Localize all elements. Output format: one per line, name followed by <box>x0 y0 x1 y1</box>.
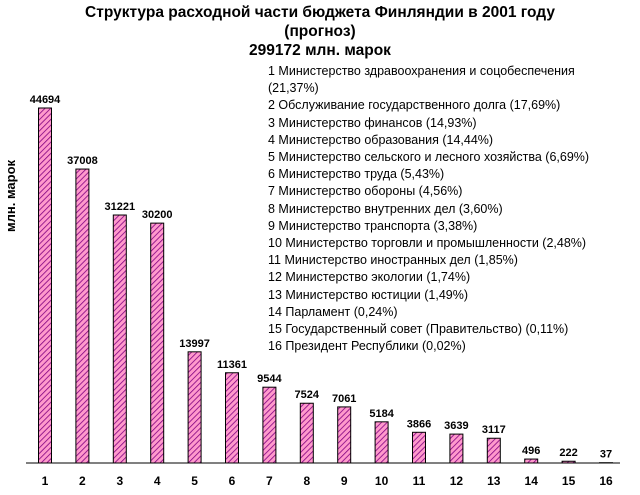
bar-12 <box>449 433 464 464</box>
legend-item: 8 Министерство внутренних дел (3,60%) <box>268 201 503 216</box>
x-tick-label-7: 7 <box>266 474 273 488</box>
bar-8 <box>299 402 314 464</box>
data-label-13: 3117 <box>482 424 506 436</box>
data-label-1: 44694 <box>30 94 61 106</box>
data-label-4: 30200 <box>142 209 173 221</box>
data-label-12: 3639 <box>444 420 468 432</box>
legend-item: 14 Парламент (0,24%) <box>268 304 398 319</box>
x-tick-label-15: 15 <box>562 474 576 488</box>
x-tick-label-14: 14 <box>525 474 539 488</box>
data-label-7: 9544 <box>257 373 282 385</box>
x-tick-label-12: 12 <box>450 474 464 488</box>
chart-title-line-1: Структура расходной части бюджета Финлян… <box>85 4 555 21</box>
legend-item: 7 Министерство обороны (4,56%) <box>268 184 463 199</box>
bar-1 <box>38 107 52 464</box>
data-label-14: 496 <box>522 445 540 457</box>
data-label-8: 7524 <box>295 389 320 401</box>
x-tick-label-1: 1 <box>42 474 49 488</box>
legend-item: 13 Министерство юстиции (1,49%) <box>268 287 468 302</box>
legend-item: 10 Министерство торговли и промышленност… <box>268 236 587 251</box>
legend-item: 9 Министерство транспорта (3,38%) <box>268 218 478 233</box>
bar-7 <box>262 386 277 464</box>
legend-item: 6 Министерство труда (5,43%) <box>268 167 445 182</box>
legend: 1 Министерство здравоохранения и соцобес… <box>268 63 589 355</box>
legend-item: (21,37%) <box>268 81 319 96</box>
bar-3 <box>112 214 127 464</box>
legend-item: 11 Министерство иностранных дел (1,85%) <box>268 253 518 268</box>
bar-11 <box>412 431 426 464</box>
legend-item: 2 Обслуживание государственного долга (1… <box>268 98 561 113</box>
bar-2 <box>75 168 90 464</box>
bar-10 <box>374 421 389 464</box>
x-tick-label-10: 10 <box>375 474 389 488</box>
x-tick-label-8: 8 <box>303 474 310 488</box>
bar-4 <box>150 222 165 464</box>
legend-item: 5 Министерство сельского и лесного хозяй… <box>268 150 590 165</box>
x-tick-label-11: 11 <box>413 474 426 488</box>
data-label-11: 3866 <box>407 418 431 430</box>
x-tick-label-5: 5 <box>191 474 198 488</box>
data-label-3: 31221 <box>105 201 136 213</box>
legend-item: 16 Президент Республики (0,02%) <box>268 339 466 354</box>
x-tick-label-9: 9 <box>341 474 348 488</box>
bar-6 <box>225 372 239 464</box>
bar-5 <box>187 351 202 464</box>
legend-item: 4 Министерство образования (14,44%) <box>268 132 494 147</box>
data-label-16: 37 <box>600 449 612 461</box>
data-label-15: 222 <box>559 447 577 459</box>
legend-item: 3 Министерство финансов (14,93%) <box>268 115 477 130</box>
x-tick-label-13: 13 <box>487 474 501 488</box>
chart-title-line-3: 299172 млн. марок <box>249 42 391 59</box>
data-label-5: 13997 <box>179 338 210 350</box>
data-label-2: 37008 <box>67 155 98 167</box>
x-tick-label-4: 4 <box>154 474 161 488</box>
bar-14 <box>524 458 539 464</box>
x-tick-label-2: 2 <box>79 474 86 488</box>
data-label-9: 7061 <box>332 393 356 405</box>
bar-9 <box>337 406 352 464</box>
legend-item: 15 Государственный совет (Правительство)… <box>268 322 569 337</box>
x-tick-label-3: 3 <box>116 474 123 488</box>
data-label-10: 5184 <box>369 408 394 420</box>
data-label-6: 11361 <box>217 359 247 371</box>
bar-13 <box>486 437 501 464</box>
chart-title-line-2: (прогноз) <box>284 23 356 40</box>
legend-item: 12 Министерство экологии (1,74%) <box>268 270 471 285</box>
x-tick-label-16: 16 <box>599 474 613 488</box>
x-tick-label-6: 6 <box>229 474 236 488</box>
legend-item: 1 Министерство здравоохранения и соцобес… <box>268 64 575 78</box>
